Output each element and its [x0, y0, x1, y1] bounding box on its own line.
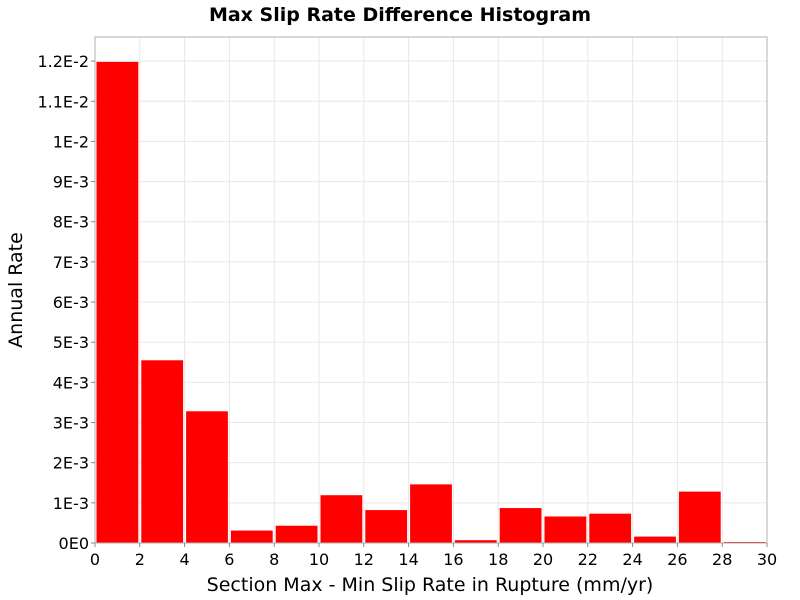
x-tick-label: 22: [578, 550, 598, 569]
y-tick-label: 0E0: [59, 534, 89, 553]
x-tick-label: 14: [398, 550, 418, 569]
histogram-bar: [320, 495, 363, 543]
y-axis-label: Annual Rate: [5, 232, 27, 348]
x-tick-label: 4: [180, 550, 190, 569]
plot-border: [94, 36, 768, 544]
x-tick-label: 2: [135, 550, 145, 569]
x-tick-label: 20: [533, 550, 553, 569]
chart-title: Max Slip Rate Difference Histogram: [209, 4, 591, 26]
histogram-bar: [454, 540, 497, 543]
x-tick-label: 6: [224, 550, 234, 569]
y-tick-label: 6E-3: [53, 293, 89, 312]
x-tick-label: 16: [443, 550, 463, 569]
histogram-bar: [410, 484, 452, 543]
histogram-bar: [275, 525, 318, 543]
y-axis-ticks: 0E0 1E-3 2E-3 3E-3 4E-3 5E-3 6E-3 7E-3 8E-3 9E-3 1…: [37, 52, 95, 553]
y-tick-label: 1E-2: [53, 132, 89, 151]
histogram-bar: [186, 411, 228, 543]
y-tick-label: 5E-3: [53, 333, 89, 352]
histogram-bar: [141, 360, 184, 543]
y-tick-label: 8E-3: [53, 213, 89, 232]
y-tick-label: 7E-3: [53, 253, 89, 272]
y-tick-label: 4E-3: [53, 373, 89, 392]
x-tick-label: 30: [757, 550, 777, 569]
y-tick-label: 3E-3: [53, 414, 89, 433]
histogram-bar: [230, 530, 273, 543]
x-tick-label: 24: [622, 550, 642, 569]
y-tick-label: 1E-3: [53, 494, 89, 513]
y-tick-label: 1.1E-2: [37, 92, 89, 111]
histogram-bar: [96, 61, 139, 544]
x-tick-label: 0: [90, 550, 100, 569]
x-axis-ticks: 0 2 4 6 8 10 12 14 16 18 20 22 24 26 28 30: [90, 543, 777, 569]
x-tick-label: 28: [712, 550, 732, 569]
y-tick-label: 1.2E-2: [37, 52, 89, 71]
histogram-bar: [634, 536, 676, 543]
x-tick-label: 8: [269, 550, 279, 569]
y-tick-label: 9E-3: [53, 173, 89, 192]
histogram-bar: [589, 513, 632, 543]
x-tick-label: 12: [354, 550, 374, 569]
histogram-bar: [544, 516, 587, 543]
histogram-bar: [678, 491, 721, 543]
x-tick-label: 18: [488, 550, 508, 569]
y-tick-label: 2E-3: [53, 454, 89, 473]
histogram-bar: [365, 510, 408, 543]
histogram-bar: [499, 508, 542, 543]
bars-layer: [96, 61, 766, 544]
x-tick-label: 10: [309, 550, 329, 569]
x-axis-label: Section Max - Min Slip Rate in Rupture (…: [207, 574, 654, 596]
x-tick-label: 26: [667, 550, 687, 569]
